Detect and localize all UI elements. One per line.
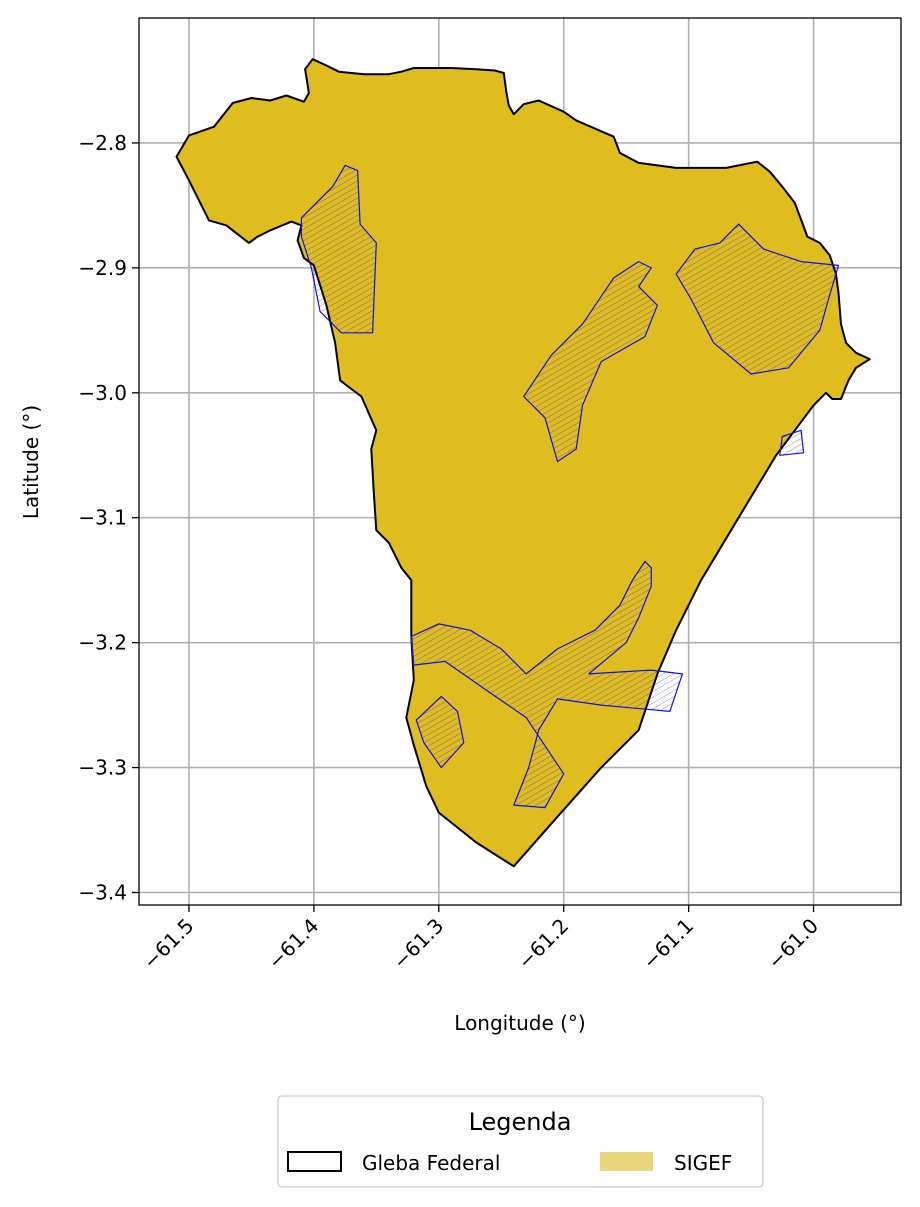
legend-swatch-gleba-federal — [287, 1151, 342, 1172]
y-tick-label-5: −3.3 — [78, 756, 127, 780]
x-axis-ticks: −61.5 −61.4 −61.3 −61.2 −61.1 −61.0 — [138, 905, 823, 974]
x-axis-label: Longitude (°) — [454, 1011, 585, 1035]
x-tick-label-1: −61.4 — [263, 914, 323, 974]
y-tick-label-3: −3.1 — [78, 506, 127, 530]
y-tick-label-2: −3.0 — [78, 381, 127, 405]
x-tick-label-3: −61.2 — [513, 914, 573, 974]
x-tick-label-5: −61.0 — [763, 914, 823, 974]
y-axis-ticks: −2.8 −2.9 −3.0 −3.1 −3.2 −3.3 −3.4 — [78, 131, 139, 905]
sigef-parcel-east-strips — [779, 429, 805, 456]
legend-label-gleba-federal: Gleba Federal — [362, 1151, 500, 1175]
sigef-parcels — [300, 164, 840, 809]
x-tick-label-4: −61.1 — [638, 914, 698, 974]
y-tick-label-0: −2.8 — [78, 131, 127, 155]
legend-title: Legenda — [469, 1108, 572, 1136]
legend-label-sigef: SIGEF — [674, 1151, 732, 1175]
y-tick-label-1: −2.9 — [78, 256, 127, 280]
y-axis-label: Latitude (°) — [19, 405, 43, 519]
legend-swatch-sigef — [600, 1152, 653, 1171]
sigef-parcel-south-west — [415, 695, 465, 769]
y-tick-label-6: −3.4 — [78, 881, 127, 905]
sigef-parcel-central — [523, 261, 658, 463]
sigef-parcel-south — [410, 560, 683, 809]
sigef-parcel-northwest — [300, 164, 377, 334]
gleba-federal-polygon — [175, 58, 871, 868]
x-tick-label-0: −61.5 — [138, 914, 198, 974]
plot-frame — [138, 17, 902, 906]
x-tick-label-2: −61.3 — [388, 914, 448, 974]
sigef-parcel-east — [675, 223, 840, 375]
y-tick-label-4: −3.2 — [78, 631, 127, 655]
legend: Legenda Gleba Federal SIGEF — [277, 1095, 764, 1188]
